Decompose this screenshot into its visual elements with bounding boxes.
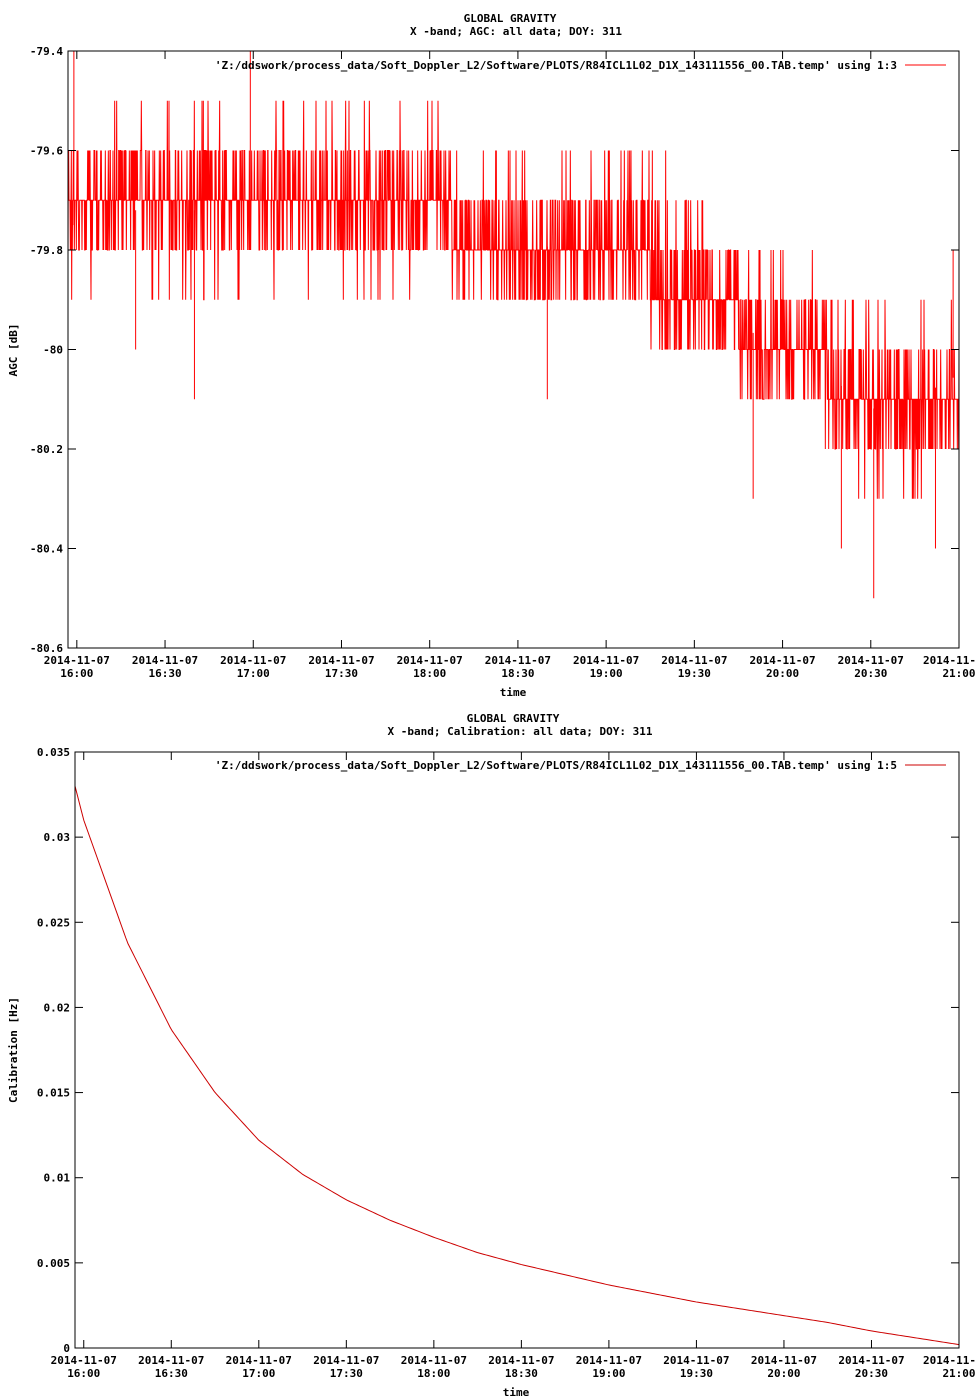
legend-label: 'Z:/ddswork/process_data/Soft_Doppler_L2… (215, 59, 897, 72)
x-tick-date: 2014-11-07 (485, 654, 551, 667)
series-line (74, 785, 960, 1346)
x-tick-time: 16:30 (148, 667, 181, 680)
y-tick-label: -79.4 (30, 45, 63, 58)
x-tick-date: 2014-11-07 (573, 654, 639, 667)
y-tick-label: 0.03 (44, 831, 71, 844)
x-axis-label: time (503, 1386, 530, 1399)
y-tick-label: -79.6 (30, 145, 63, 158)
x-tick-date: 2014-11-07 (838, 1354, 904, 1367)
x-tick-date: 2014-11-07 (226, 1354, 292, 1367)
x-tick-date: 2014-11-07 (488, 1354, 554, 1367)
x-tick-time: 17:30 (325, 667, 358, 680)
y-tick-label: 0.005 (37, 1257, 70, 1270)
y-tick-label: 0 (63, 1342, 70, 1355)
y-tick-label: -80.4 (30, 543, 63, 556)
x-tick-date: 2014-11-07 (663, 1354, 729, 1367)
x-tick-time: 18:00 (417, 1367, 450, 1380)
x-ticks: 2014-11-0716:002014-11-0716:302014-11-07… (44, 51, 976, 680)
y-tick-label: 0.015 (37, 1087, 70, 1100)
x-tick-time: 16:00 (60, 667, 93, 680)
x-tick-time: 16:00 (67, 1367, 100, 1380)
x-tick-date: 2014-11-07 (749, 654, 815, 667)
plot-frame (74, 751, 960, 1349)
chart-title: GLOBAL GRAVITY (464, 12, 557, 25)
x-tick-time: 18:00 (413, 667, 446, 680)
x-tick-time: 18:30 (505, 1367, 538, 1380)
x-tick-time: 20:30 (854, 667, 887, 680)
calibration-chart-panel: GLOBAL GRAVITY X -band; Calibration: all… (7, 712, 976, 1399)
x-tick-time: 21:00 (942, 667, 975, 680)
x-tick-date: 2014-11-07 (751, 1354, 817, 1367)
x-tick-time: 17:00 (242, 1367, 275, 1380)
x-tick-date: 2014-11-07 (132, 654, 198, 667)
x-tick-time: 19:00 (590, 667, 623, 680)
chart-subtitle: X -band; AGC: all data; DOY: 311 (410, 25, 622, 38)
x-axis-label: time (500, 686, 527, 699)
x-tick-date: 2014-11-07 (51, 1354, 117, 1367)
x-tick-time: 19:00 (592, 1367, 625, 1380)
x-tick-date: 2014-11-07 (220, 654, 286, 667)
y-axis-label: AGC [dB] (7, 324, 20, 377)
y-tick-label: 0.01 (44, 1172, 71, 1185)
legend-label: 'Z:/ddswork/process_data/Soft_Doppler_L2… (215, 759, 897, 772)
x-tick-time: 20:00 (767, 1367, 800, 1380)
y-tick-label: 0.025 (37, 916, 70, 929)
x-tick-date: 2014-11-07 (401, 1354, 467, 1367)
y-ticks: 0 0.005 0.01 0.015 0.02 0.025 0.03 0.035 (37, 746, 959, 1355)
x-tick-time: 17:00 (237, 667, 270, 680)
y-ticks: -79.4 -79.6 -79.8 -80 -80.2 -80.4 -80.6 (30, 45, 959, 655)
series-line (67, 100, 960, 499)
x-tick-time: 18:30 (501, 667, 534, 680)
chart-title: GLOBAL GRAVITY (467, 712, 560, 725)
x-tick-date: 2014-11- (923, 654, 976, 667)
x-tick-date: 2014-11-07 (576, 1354, 642, 1367)
agc-chart-panel: GLOBAL GRAVITY X -band; AGC: all data; D… (7, 12, 976, 699)
y-tick-label: -79.8 (30, 244, 63, 257)
x-tick-date: 2014-11-07 (138, 1354, 204, 1367)
y-tick-label: -80.2 (30, 443, 63, 456)
x-tick-time: 17:30 (330, 1367, 363, 1380)
x-tick-time: 16:30 (155, 1367, 188, 1380)
x-tick-date: 2014-11-07 (44, 654, 110, 667)
y-axis-label: Calibration [Hz] (7, 997, 20, 1103)
y-tick-label: -80.6 (30, 642, 63, 655)
x-tick-date: 2014-11-07 (397, 654, 463, 667)
x-tick-date: 2014-11-07 (838, 654, 904, 667)
x-tick-time: 21:00 (942, 1367, 975, 1380)
agc-marks (67, 51, 960, 599)
calibration-marks (74, 785, 960, 1346)
chart-subtitle: X -band; Calibration: all data; DOY: 311 (388, 725, 653, 738)
y-tick-label: 0.035 (37, 746, 70, 759)
x-tick-time: 19:30 (680, 1367, 713, 1380)
x-tick-date: 2014-11- (923, 1354, 976, 1367)
x-tick-date: 2014-11-07 (308, 654, 374, 667)
x-tick-time: 19:30 (678, 667, 711, 680)
x-tick-date: 2014-11-07 (313, 1354, 379, 1367)
y-tick-label: -80 (43, 344, 63, 357)
x-tick-date: 2014-11-07 (661, 654, 727, 667)
x-tick-time: 20:30 (855, 1367, 888, 1380)
y-tick-label: 0.02 (44, 1001, 71, 1014)
x-tick-time: 20:00 (766, 667, 799, 680)
x-ticks: 2014-11-0716:002014-11-0716:302014-11-07… (51, 752, 976, 1380)
